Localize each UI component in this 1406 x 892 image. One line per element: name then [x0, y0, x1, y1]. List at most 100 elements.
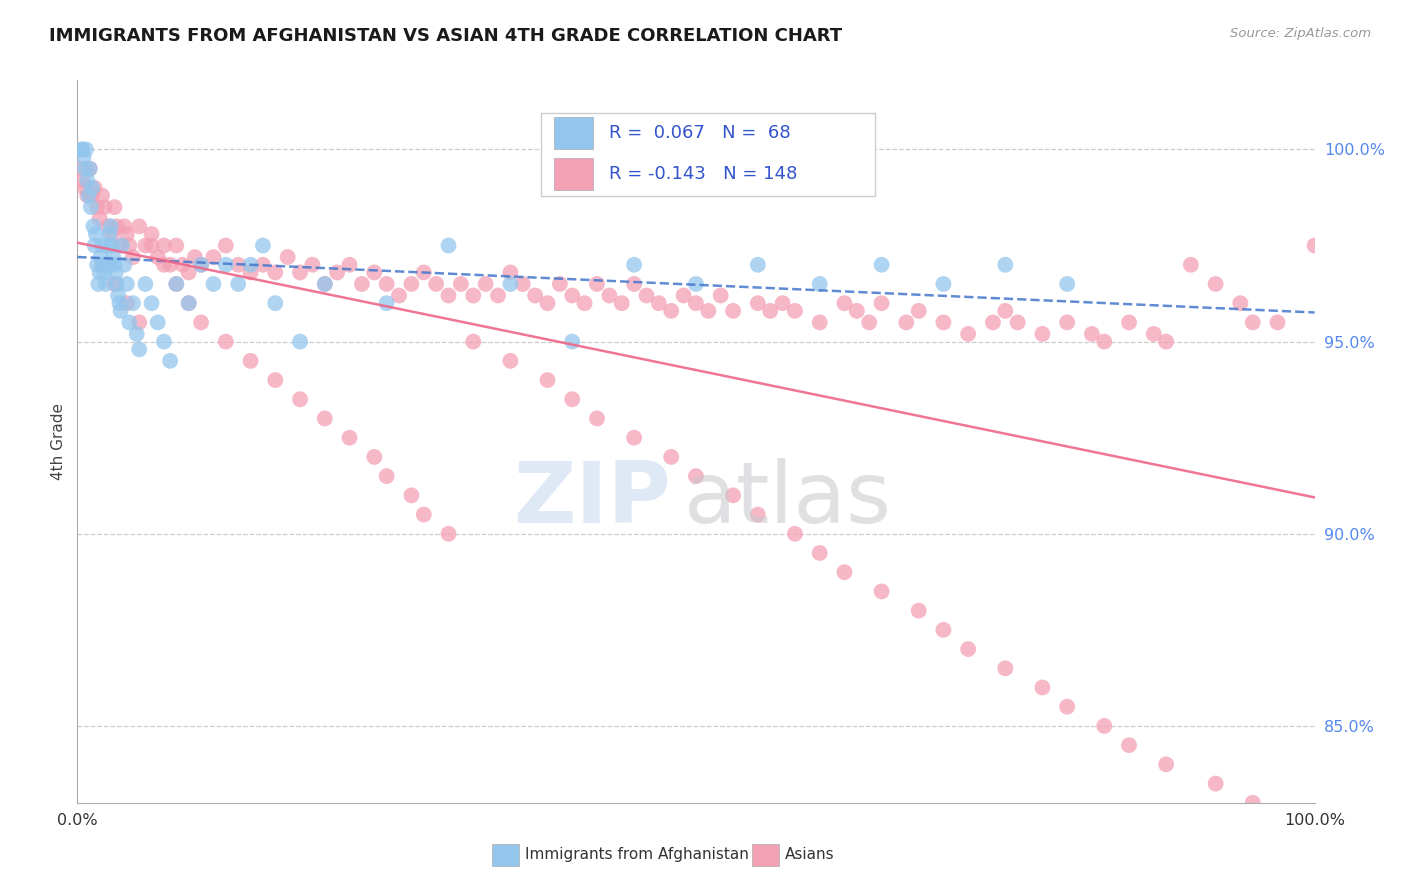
Point — [1118, 738, 1140, 752]
Point — [111, 238, 134, 252]
Point — [93, 200, 115, 214]
Text: R =  0.067   N =  68: R = 0.067 N = 68 — [609, 124, 792, 142]
Point — [141, 227, 163, 241]
Point — [141, 296, 163, 310]
Point — [474, 277, 496, 291]
Point — [202, 277, 225, 291]
Point — [994, 304, 1017, 318]
Point — [499, 277, 522, 291]
Point — [772, 296, 794, 310]
Point — [685, 277, 707, 291]
Point — [574, 296, 596, 310]
Point — [747, 508, 769, 522]
Point — [93, 265, 115, 279]
Point — [76, 173, 98, 187]
Point — [86, 258, 108, 272]
Point — [363, 450, 385, 464]
Point — [1180, 258, 1202, 272]
Point — [288, 265, 311, 279]
Point — [486, 288, 509, 302]
Point — [103, 258, 125, 272]
Point — [375, 277, 398, 291]
Point — [401, 277, 423, 291]
Point — [685, 469, 707, 483]
Point — [75, 143, 97, 157]
Point — [108, 296, 131, 310]
Point — [375, 469, 398, 483]
Point — [463, 334, 485, 349]
Point — [226, 277, 249, 291]
Point — [672, 288, 695, 302]
Point — [350, 277, 373, 291]
Point — [623, 431, 645, 445]
Bar — [752, 844, 779, 865]
Point — [128, 343, 150, 357]
Point — [165, 277, 187, 291]
Point — [264, 296, 287, 310]
Point — [907, 604, 929, 618]
Point — [314, 277, 336, 291]
Point — [89, 211, 111, 226]
Point — [326, 265, 349, 279]
Point — [524, 288, 547, 302]
Point — [301, 258, 323, 272]
Bar — [492, 844, 519, 865]
Point — [1056, 699, 1078, 714]
Point — [425, 277, 447, 291]
Point — [165, 238, 187, 252]
Point — [118, 315, 141, 329]
Point — [190, 315, 212, 329]
Point — [104, 265, 127, 279]
Point — [91, 258, 114, 272]
Point — [623, 277, 645, 291]
Point — [103, 200, 125, 214]
Point — [1031, 681, 1053, 695]
Point — [463, 288, 485, 302]
Text: Immigrants from Afghanistan: Immigrants from Afghanistan — [526, 847, 749, 863]
Point — [932, 623, 955, 637]
Point — [76, 188, 98, 202]
Point — [1031, 326, 1053, 341]
Point — [100, 219, 122, 234]
Point — [834, 565, 856, 579]
Point — [1241, 315, 1264, 329]
Point — [586, 411, 609, 425]
Point — [623, 258, 645, 272]
Point — [314, 411, 336, 425]
Point — [1056, 277, 1078, 291]
Point — [1143, 326, 1166, 341]
Point — [783, 304, 806, 318]
Point — [659, 450, 682, 464]
Point — [69, 161, 91, 176]
Point — [561, 334, 583, 349]
Point — [1007, 315, 1029, 329]
Point — [98, 227, 121, 241]
Point — [87, 277, 110, 291]
Point — [226, 258, 249, 272]
Point — [115, 227, 138, 241]
Point — [314, 277, 336, 291]
Point — [141, 238, 163, 252]
Point — [172, 258, 194, 272]
Point — [184, 250, 207, 264]
Point — [82, 181, 104, 195]
Point — [177, 296, 200, 310]
Point — [122, 250, 145, 264]
Point — [697, 304, 720, 318]
Point — [112, 219, 135, 234]
Point — [685, 296, 707, 310]
Point — [190, 258, 212, 272]
Point — [598, 288, 620, 302]
Bar — [554, 117, 593, 149]
Point — [412, 265, 434, 279]
Point — [252, 238, 274, 252]
Point — [103, 250, 125, 264]
Point — [636, 288, 658, 302]
Point — [437, 526, 460, 541]
Point — [561, 392, 583, 407]
Point — [277, 250, 299, 264]
Point — [97, 219, 120, 234]
Point — [202, 250, 225, 264]
Point — [759, 304, 782, 318]
Point — [122, 296, 145, 310]
